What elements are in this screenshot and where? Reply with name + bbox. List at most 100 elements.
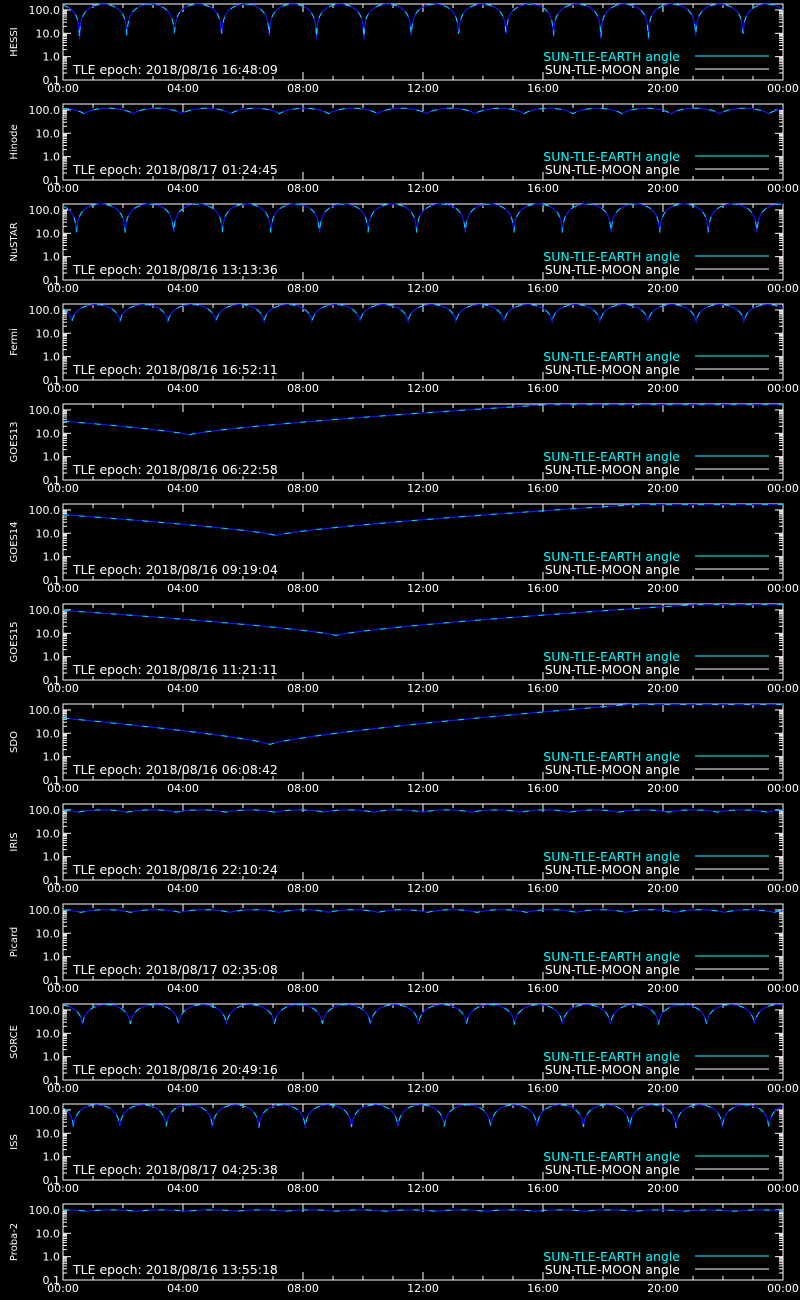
x-tick-label: 00:00 xyxy=(47,282,79,295)
y-tick-label: 1.0 xyxy=(43,51,61,64)
y-tick-label: 10.0 xyxy=(36,727,61,740)
tle-epoch-label: TLE epoch: 2018/08/16 13:13:36 xyxy=(72,262,278,277)
x-tick-label: 04:00 xyxy=(167,482,199,495)
y-tick-label: 0.1 xyxy=(43,774,61,787)
x-tick-label: 12:00 xyxy=(407,882,439,895)
satellite-panel-sorce: 100.010.01.00.100:00 04:00 08:00 12:00 16:00… xyxy=(9,1003,799,1095)
x-tick-label: 04:00 xyxy=(167,82,199,95)
x-tick-label: 20:00 xyxy=(647,1282,679,1295)
x-tick-label: 00:00 xyxy=(47,1182,79,1195)
x-tick-label: 08:00 xyxy=(287,882,319,895)
x-tick-label: 04:00 xyxy=(167,1182,199,1195)
x-tick-label: 08:00 xyxy=(287,382,319,395)
y-tick-label: 0.1 xyxy=(43,874,61,887)
y-tick-label: 10.0 xyxy=(36,827,61,840)
satellite-panel-fermi: 100.010.01.00.100:00 04:00 08:00 12:00 16:00… xyxy=(9,303,799,395)
sun-tle-earth-angle-curve xyxy=(62,1104,784,1129)
y-tick-label: 1.0 xyxy=(43,151,61,164)
y-tick-label: 10.0 xyxy=(36,227,61,240)
y-tick-label: 1.0 xyxy=(43,451,61,464)
x-tick-label: 16:00 xyxy=(527,282,559,295)
y-tick-label: 10.0 xyxy=(36,27,61,40)
y-tick-label: 10.0 xyxy=(36,327,61,340)
x-tick-label: 08:00 xyxy=(287,682,319,695)
x-tick-label: 04:00 xyxy=(167,782,199,795)
tle-epoch-label: TLE epoch: 2018/08/17 01:24:45 xyxy=(72,162,278,177)
satellite-label: NuSTAR xyxy=(9,222,20,261)
sun-tle-earth-angle-curve xyxy=(62,403,783,436)
legend-earth-label: SUN-TLE-EARTH angle xyxy=(543,749,680,764)
x-tick-label: 04:00 xyxy=(167,282,199,295)
x-tick-label: 00:00 xyxy=(47,82,79,95)
x-tick-label: 20:00 xyxy=(647,482,679,495)
legend-earth-label: SUN-TLE-EARTH angle xyxy=(543,1049,680,1064)
tle-epoch-label: TLE epoch: 2018/08/16 11:21:11 xyxy=(72,662,278,677)
satellite-label: IRIS xyxy=(9,832,20,851)
y-tick-label: 1.0 xyxy=(43,551,61,564)
satellite-label: GOES13 xyxy=(9,421,20,462)
y-tick-label: 100.0 xyxy=(29,1204,61,1217)
x-tick-label: 00:00 xyxy=(767,182,799,195)
legend-moon-label: SUN-TLE-MOON angle xyxy=(545,662,681,677)
y-tick-label: 1.0 xyxy=(43,1051,61,1064)
x-tick-label: 16:00 xyxy=(527,982,559,995)
x-tick-label: 04:00 xyxy=(167,982,199,995)
y-tick-label: 1.0 xyxy=(43,251,61,264)
legend-moon-label: SUN-TLE-MOON angle xyxy=(545,862,681,877)
x-tick-label: 04:00 xyxy=(167,1082,199,1095)
y-tick-label: 100.0 xyxy=(29,304,61,317)
x-tick-label: 00:00 xyxy=(767,1082,799,1095)
legend-earth-label: SUN-TLE-EARTH angle xyxy=(543,949,680,964)
x-tick-label: 16:00 xyxy=(527,882,559,895)
x-tick-label: 00:00 xyxy=(47,882,79,895)
satellite-panel-sdo: 100.010.01.00.100:00 04:00 08:00 12:00 16:00… xyxy=(9,703,799,795)
y-tick-label: 0.1 xyxy=(43,174,61,187)
x-tick-label: 16:00 xyxy=(527,482,559,495)
satellite-label: SDO xyxy=(9,731,20,753)
y-tick-label: 100.0 xyxy=(29,204,61,217)
tle-epoch-label: TLE epoch: 2018/08/16 20:49:16 xyxy=(72,1062,278,1077)
x-tick-label: 12:00 xyxy=(407,182,439,195)
x-tick-label: 20:00 xyxy=(647,982,679,995)
x-tick-label: 08:00 xyxy=(287,1082,319,1095)
x-tick-label: 12:00 xyxy=(407,782,439,795)
satellite-panel-goes15: 100.010.01.00.100:00 04:00 08:00 12:00 16:00… xyxy=(9,603,799,695)
y-tick-label: 100.0 xyxy=(29,804,61,817)
x-tick-label: 04:00 xyxy=(167,182,199,195)
satellite-panel-hinode: 100.010.01.00.100:00 04:00 08:00 12:00 16:00… xyxy=(9,103,799,195)
x-tick-label: 00:00 xyxy=(767,982,799,995)
x-tick-label: 12:00 xyxy=(407,282,439,295)
earth-angle-highlight xyxy=(62,3,784,40)
satellite-panel-hessi: 100.010.01.00.100:00 04:00 08:00 12:00 16:00… xyxy=(9,3,799,95)
legend-earth-label: SUN-TLE-EARTH angle xyxy=(543,549,680,564)
x-tick-label: 00:00 xyxy=(767,682,799,695)
sun-tle-earth-angle-curve xyxy=(62,909,784,914)
x-tick-label: 04:00 xyxy=(167,1282,199,1295)
y-tick-label: 100.0 xyxy=(29,704,61,717)
earth-angle-highlight xyxy=(63,107,784,115)
x-tick-label: 08:00 xyxy=(287,782,319,795)
satellite-panel-goes14: 100.010.01.00.100:00 04:00 08:00 12:00 16:00… xyxy=(9,503,799,595)
satellite-panel-iris: 100.010.01.00.100:00 04:00 08:00 12:00 16:00… xyxy=(9,803,799,895)
x-tick-label: 04:00 xyxy=(167,682,199,695)
x-tick-label: 00:00 xyxy=(47,682,79,695)
satellite-label: HESSI xyxy=(9,27,20,56)
y-tick-label: 10.0 xyxy=(36,627,61,640)
y-tick-label: 1.0 xyxy=(43,1151,61,1164)
legend-moon-label: SUN-TLE-MOON angle xyxy=(545,462,681,477)
legend-moon-label: SUN-TLE-MOON angle xyxy=(545,562,681,577)
x-tick-label: 20:00 xyxy=(647,1182,679,1195)
legend-moon-label: SUN-TLE-MOON angle xyxy=(545,1262,681,1277)
y-tick-label: 0.1 xyxy=(43,1174,61,1187)
legend-moon-label: SUN-TLE-MOON angle xyxy=(545,962,681,977)
y-tick-label: 0.1 xyxy=(43,974,61,987)
y-tick-label: 1.0 xyxy=(43,1251,61,1264)
x-tick-label: 00:00 xyxy=(47,1082,79,1095)
x-tick-label: 00:00 xyxy=(767,82,799,95)
satellite-label: GOES14 xyxy=(9,521,20,562)
y-tick-label: 100.0 xyxy=(29,104,61,117)
x-tick-label: 12:00 xyxy=(407,1082,439,1095)
y-tick-label: 10.0 xyxy=(36,427,61,440)
x-tick-label: 16:00 xyxy=(527,582,559,595)
legend-moon-label: SUN-TLE-MOON angle xyxy=(545,162,681,177)
